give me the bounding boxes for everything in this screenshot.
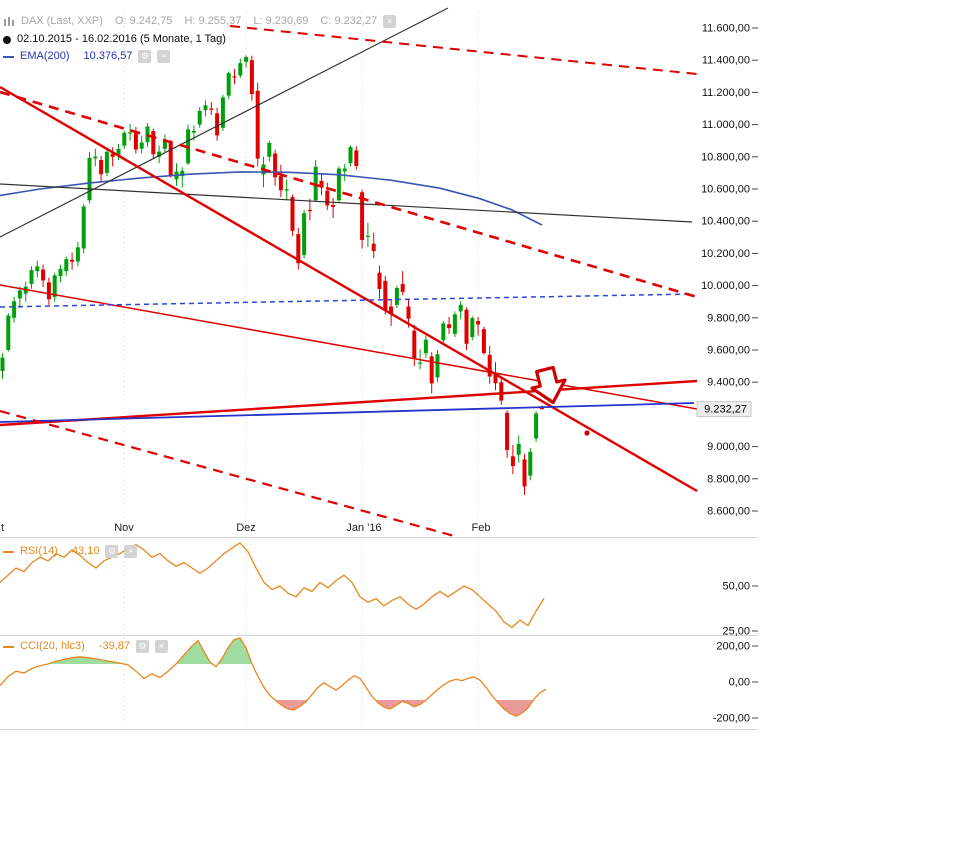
month-gridlines (123, 12, 479, 728)
svg-text:9.000,00: 9.000,00 (707, 441, 750, 453)
candles (0, 55, 544, 495)
ohlc-open: O: 9.242,75 (114, 15, 173, 27)
ema-value: 10.376,57 (83, 50, 133, 62)
rsi-value: 43,10 (71, 545, 100, 557)
close-icon[interactable]: × (383, 15, 397, 28)
panel-separators (0, 537, 758, 730)
svg-text:11.200,00: 11.200,00 (702, 87, 750, 99)
ema200-line (0, 171, 543, 226)
svg-text:10.600,00: 10.600,00 (701, 184, 750, 196)
svg-text:t: t (1, 522, 4, 534)
ema-legend: EMA(200) 10.376,57 ⚙ × (3, 50, 171, 63)
cci-panel: 200,00 0,00 -200,00 (0, 637, 758, 725)
svg-text:8.600,00: 8.600,00 (707, 506, 750, 518)
date-range-legend: 02.10.2015 - 16.02.2016 (5 Monate, 1 Tag… (3, 33, 226, 46)
close-icon[interactable]: × (124, 545, 138, 558)
svg-text:10.200,00: 10.200,00 (701, 248, 750, 260)
rsi-panel: 50,00 25,00 (0, 541, 758, 638)
clock-icon (3, 35, 11, 44)
svg-text:Jan '16: Jan '16 (346, 522, 381, 534)
price-chart-canvas[interactable]: 11.600,00 11.400,00 11.200,00 11.000,00 10.8… (0, 0, 958, 740)
down-arrow-annotation (530, 365, 590, 436)
instrument-name: DAX (Last, XXP) (21, 15, 103, 27)
gear-icon[interactable]: ⚙ (138, 50, 152, 63)
close-icon[interactable]: × (155, 640, 168, 653)
date-range-label: 02.10.2015 - 16.02.2016 (5 Monate, 1 Tag… (17, 33, 226, 45)
svg-text:Dez: Dez (236, 522, 256, 534)
svg-text:11.000,00: 11.000,00 (702, 119, 750, 131)
svg-text:9.800,00: 9.800,00 (707, 312, 750, 324)
price-axis: 11.600,00 11.400,00 11.200,00 11.000,00 10.8… (696, 23, 758, 518)
cci-name: CCI(20, hlc3) (20, 640, 85, 652)
svg-text:11.400,00: 11.400,00 (702, 55, 750, 67)
svg-text:Feb: Feb (472, 522, 491, 534)
trendlines (0, 7, 698, 539)
svg-text:9.600,00: 9.600,00 (707, 345, 750, 357)
rsi-name: RSI(14) (20, 545, 58, 557)
rsi-legend: RSI(14) 43,10 ⚙ × (3, 545, 138, 558)
candlestick-icon (3, 16, 15, 28)
svg-text:50,00: 50,00 (722, 581, 750, 593)
gear-icon[interactable]: ⚙ (136, 640, 149, 653)
svg-text:-200,00: -200,00 (713, 713, 750, 725)
cci-line-sample-icon (3, 645, 14, 648)
time-axis: t Nov Dez Jan '16 Feb (1, 522, 490, 534)
svg-text:25,00: 25,00 (722, 626, 750, 638)
ohlc-high: H: 9.255,37 (184, 15, 242, 27)
close-icon[interactable]: × (157, 50, 171, 63)
rsi-line-sample-icon (3, 550, 14, 553)
cci-value: -39,87 (98, 640, 130, 652)
ema-line-sample-icon (3, 55, 14, 58)
svg-text:9.232,27: 9.232,27 (704, 404, 747, 416)
svg-text:200,00: 200,00 (716, 641, 750, 653)
svg-text:10.000,00: 10.000,00 (701, 280, 750, 292)
instrument-legend: DAX (Last, XXP) O: 9.242,75 H: 9.255,37 … (3, 15, 397, 28)
ohlc-close: C: 9.232,27 (320, 15, 378, 27)
svg-text:9.400,00: 9.400,00 (707, 377, 750, 389)
svg-text:11.600,00: 11.600,00 (702, 23, 750, 35)
svg-text:8.800,00: 8.800,00 (707, 473, 750, 485)
svg-text:0,00: 0,00 (729, 677, 750, 689)
svg-text:10.400,00: 10.400,00 (701, 216, 750, 228)
ema-name: EMA(200) (20, 50, 70, 62)
svg-text:Nov: Nov (114, 522, 134, 534)
ohlc-low: L: 9.230,69 (253, 15, 309, 27)
gear-icon[interactable]: ⚙ (105, 545, 119, 558)
cci-legend: CCI(20, hlc3) -39,87 ⚙ × (3, 640, 168, 653)
svg-text:10.800,00: 10.800,00 (701, 151, 750, 163)
